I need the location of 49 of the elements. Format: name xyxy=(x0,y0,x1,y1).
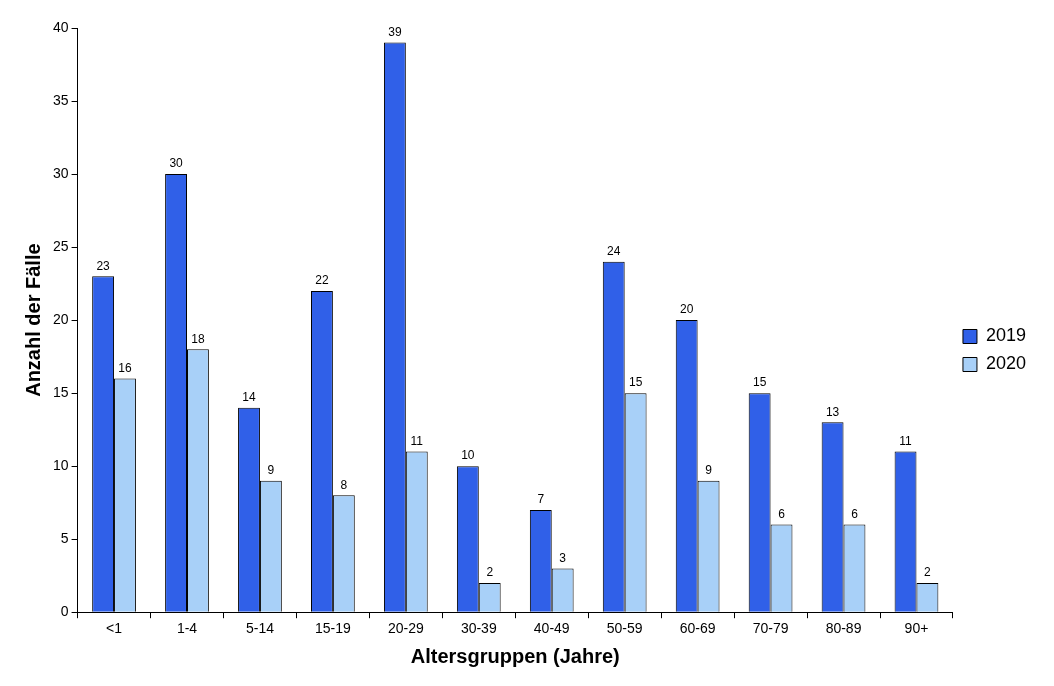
y-tick-label: 20 xyxy=(52,310,69,327)
legend-label: 2019 xyxy=(985,325,1026,346)
data-label: 15 xyxy=(628,375,643,390)
data-label: 9 xyxy=(267,463,275,478)
x-tick-label: 5-14 xyxy=(245,620,275,637)
x-tick-label: 30-39 xyxy=(460,620,497,637)
data-label: 20 xyxy=(680,302,694,317)
data-label: 18 xyxy=(191,331,205,346)
y-tick-label: 25 xyxy=(52,237,69,254)
data-label: 30 xyxy=(169,156,184,171)
data-label: 15 xyxy=(752,375,767,390)
x-axis-title: Altersgruppen (Jahre) xyxy=(410,644,620,667)
x-tick-label: 40-49 xyxy=(533,620,570,637)
x-tick-label: 90+ xyxy=(904,620,929,637)
data-label: 7 xyxy=(537,492,545,507)
data-label: 16 xyxy=(118,360,132,375)
data-label: 6 xyxy=(778,506,786,521)
x-tick-label: 1-4 xyxy=(176,620,198,637)
data-label: 11 xyxy=(410,433,424,448)
y-tick-label: 40 xyxy=(52,18,69,35)
data-label: 24 xyxy=(607,243,621,258)
data-label: 10 xyxy=(461,448,475,463)
legend-label: 2020 xyxy=(985,353,1026,374)
data-label: 2 xyxy=(924,565,932,580)
x-tick-label: 70-79 xyxy=(752,620,789,637)
data-label: 22 xyxy=(315,273,329,288)
data-label: 11 xyxy=(899,433,913,448)
y-tick-label: 30 xyxy=(52,164,69,181)
data-label: 8 xyxy=(340,477,348,492)
data-label: 6 xyxy=(851,506,859,521)
x-tick-label: 60-69 xyxy=(679,620,716,637)
data-label: 2 xyxy=(486,565,494,580)
data-label: 14 xyxy=(242,390,256,405)
x-tick-label: 50-59 xyxy=(606,620,643,637)
data-label: 23 xyxy=(96,258,111,273)
data-label: 3 xyxy=(559,550,567,565)
y-tick-label: 10 xyxy=(52,457,69,474)
x-tick-label: 80-89 xyxy=(825,620,862,637)
data-label: 9 xyxy=(705,463,713,478)
y-axis-title: Anzahl der Fälle xyxy=(21,243,44,397)
y-tick-label: 15 xyxy=(52,383,69,400)
y-tick-label: 5 xyxy=(60,530,69,547)
x-tick-label: <1 xyxy=(106,620,123,637)
y-tick-label: 35 xyxy=(52,91,69,108)
x-tick-label: 15-19 xyxy=(314,620,352,637)
y-tick-label: 0 xyxy=(60,603,69,620)
data-label: 39 xyxy=(388,24,402,39)
data-label: 13 xyxy=(825,404,840,419)
x-tick-label: 20-29 xyxy=(387,620,424,637)
